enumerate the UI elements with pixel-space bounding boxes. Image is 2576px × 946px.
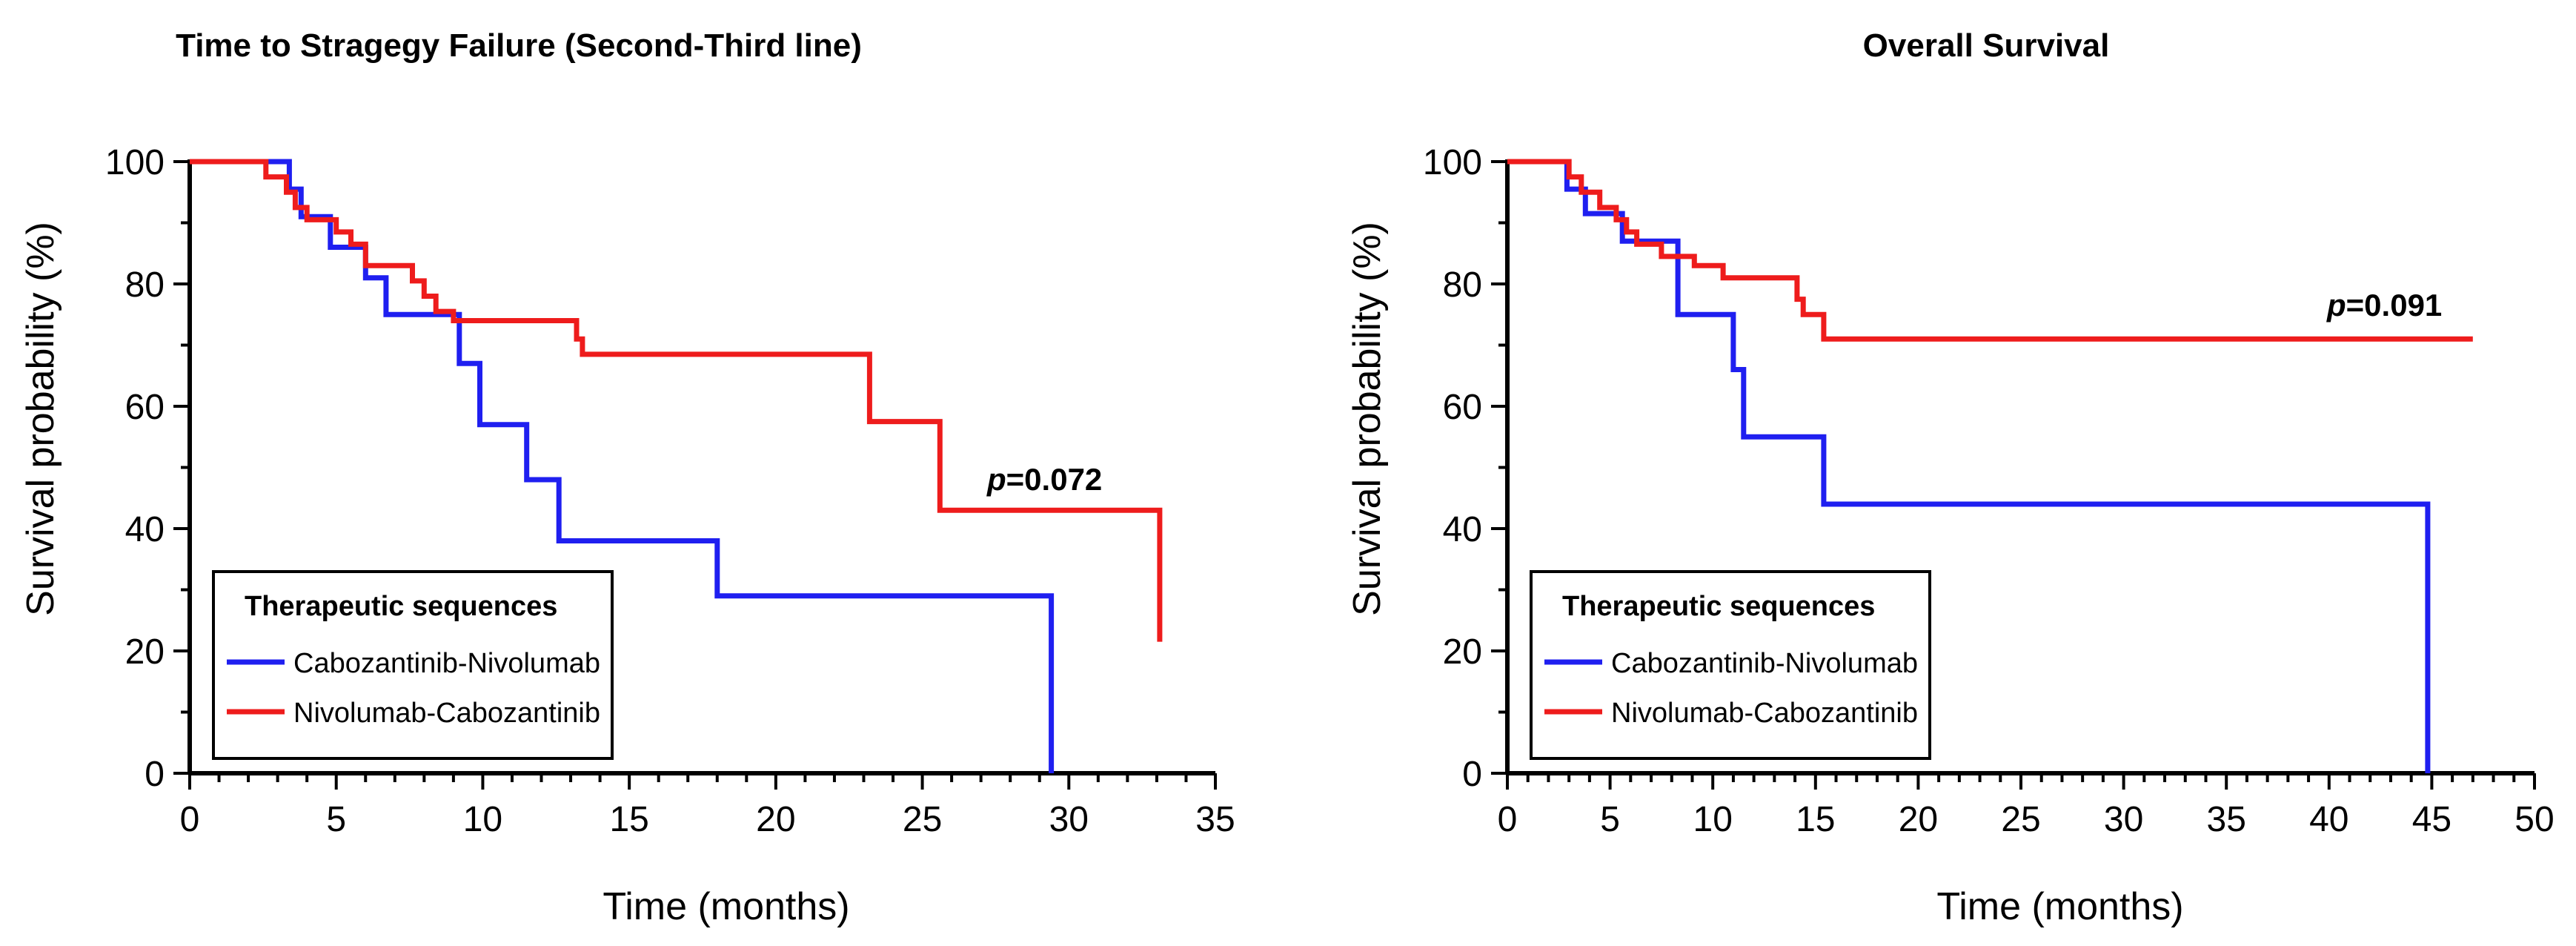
p-value-symbol: p — [986, 462, 1006, 497]
legend-box — [212, 570, 614, 760]
y-tick-label: 100 — [1423, 143, 1482, 182]
y-tick-label: 0 — [1462, 755, 1482, 794]
legend-title: Therapeutic sequences — [245, 591, 557, 622]
x-tick-label: 35 — [1195, 800, 1235, 839]
p-value-symbol: p — [2326, 288, 2346, 322]
panel-overall-survival: Overall Survival Time (months) Survival … — [1346, 27, 2555, 928]
y-axis-label: Survival probability (%) — [1346, 222, 1389, 616]
p-value-number: =0.091 — [2346, 288, 2443, 322]
y-tick-label: 100 — [105, 143, 165, 182]
x-tick-label: 25 — [903, 800, 942, 839]
x-tick-label: 35 — [2207, 800, 2246, 839]
chart-title: Overall Survival — [1863, 27, 2110, 64]
x-tick-label: 25 — [2001, 800, 2040, 839]
x-tick-label: 15 — [609, 800, 648, 839]
y-axis-label: Survival probability (%) — [19, 222, 62, 616]
legend-box — [1530, 570, 1931, 760]
axes: 0 5 10 15 20 25 30 35 0 20 40 60 80 100 — [105, 143, 1235, 839]
x-tick-label: 5 — [326, 800, 346, 839]
series-line-nivolumab-cabozantinib — [190, 159, 1163, 642]
x-tick-label: 0 — [1498, 800, 1518, 839]
panel-time-to-strategy-failure: Time to Stragegy Failure (Second-Third l… — [19, 27, 1235, 928]
x-axis-label: Time (months) — [602, 885, 849, 928]
x-tick-label: 20 — [1899, 800, 1938, 839]
axes: 0 5 10 15 20 25 30 35 40 45 50 0 20 40 60 80 100 — [1423, 143, 2555, 839]
p-value-annotation: p=0.091 — [2326, 288, 2442, 322]
legend-entry-nivolumab-cabozantinib: Nivolumab-Cabozantinib — [1611, 698, 1918, 729]
legend-entry-nivolumab-cabozantinib: Nivolumab-Cabozantinib — [293, 698, 600, 729]
y-tick-label: 40 — [125, 510, 165, 549]
p-value-annotation: p=0.072 — [986, 462, 1102, 497]
y-tick-label: 60 — [1443, 388, 1482, 427]
x-tick-label: 30 — [2104, 800, 2143, 839]
legend-title: Therapeutic sequences — [1562, 591, 1875, 622]
x-tick-label: 10 — [463, 800, 502, 839]
x-tick-label: 10 — [1693, 800, 1733, 839]
y-tick-label: 20 — [1443, 632, 1482, 672]
series-line-nivolumab-cabozantinib — [1507, 159, 2473, 342]
chart-title: Time to Stragegy Failure (Second-Third l… — [176, 27, 862, 64]
y-tick-label: 0 — [145, 755, 165, 794]
x-tick-label: 15 — [1796, 800, 1835, 839]
legend-entry-cabozantinib-nivolumab: Cabozantinib-Nivolumab — [1611, 648, 1918, 679]
x-tick-label: 0 — [180, 800, 200, 839]
x-tick-label: 50 — [2514, 800, 2554, 839]
legend: Therapeutic sequences Cabozantinib-Nivol… — [212, 570, 614, 760]
x-tick-label: 20 — [756, 800, 795, 839]
x-tick-label: 5 — [1600, 800, 1620, 839]
y-tick-label: 20 — [125, 632, 165, 672]
series-layer — [1507, 159, 2473, 773]
p-value-number: =0.072 — [1006, 462, 1103, 497]
y-tick-label: 80 — [125, 265, 165, 305]
x-axis-label: Time (months) — [1936, 885, 2183, 928]
y-tick-label: 40 — [1443, 510, 1482, 549]
x-tick-label: 40 — [2309, 800, 2348, 839]
y-tick-label: 60 — [125, 388, 165, 427]
y-tick-label: 80 — [1443, 265, 1482, 305]
legend: Therapeutic sequences Cabozantinib-Nivol… — [1530, 570, 1931, 760]
series-layer — [190, 159, 1163, 773]
x-tick-label: 30 — [1049, 800, 1089, 839]
x-tick-label: 45 — [2412, 800, 2451, 839]
legend-entry-cabozantinib-nivolumab: Cabozantinib-Nivolumab — [293, 648, 600, 679]
